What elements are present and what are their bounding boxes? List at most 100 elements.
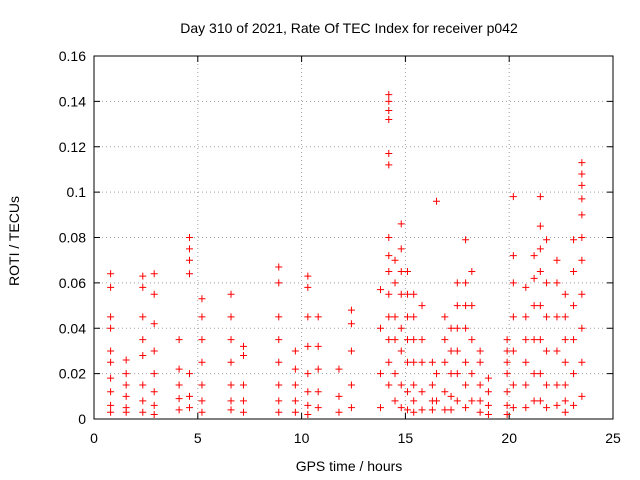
data-point bbox=[536, 336, 544, 344]
data-point bbox=[175, 336, 183, 344]
data-point bbox=[468, 336, 476, 344]
data-point bbox=[304, 283, 312, 291]
data-point bbox=[418, 358, 426, 366]
data-point bbox=[570, 401, 578, 409]
data-point bbox=[139, 313, 147, 321]
data-point bbox=[484, 401, 492, 409]
data-point bbox=[553, 401, 561, 409]
data-point bbox=[410, 313, 418, 321]
data-point bbox=[227, 406, 235, 414]
data-point bbox=[391, 313, 399, 321]
data-point bbox=[536, 268, 544, 276]
data-point bbox=[468, 397, 476, 405]
data-point bbox=[410, 358, 418, 366]
data-point bbox=[476, 358, 484, 366]
data-point bbox=[484, 410, 492, 418]
plot-frame bbox=[93, 55, 614, 420]
data-point bbox=[462, 324, 470, 332]
data-point bbox=[227, 313, 235, 321]
data-point bbox=[275, 263, 283, 271]
data-point bbox=[314, 388, 322, 396]
data-point bbox=[453, 279, 461, 287]
data-point bbox=[453, 397, 461, 405]
data-point bbox=[570, 370, 578, 378]
data-point bbox=[553, 381, 561, 389]
data-point bbox=[522, 358, 530, 366]
data-point bbox=[175, 365, 183, 373]
data-point bbox=[391, 279, 399, 287]
data-point bbox=[503, 410, 511, 418]
data-point bbox=[509, 193, 517, 201]
y-tick-label: 0.1 bbox=[67, 184, 87, 200]
y-axis-ticks: 0 0.02 0.04 0.06 0.08 0.1 0.12 0.14 0.16 bbox=[59, 48, 613, 427]
data-point bbox=[139, 397, 147, 405]
data-point bbox=[385, 313, 393, 321]
data-point bbox=[385, 268, 393, 276]
data-point bbox=[376, 370, 384, 378]
data-point bbox=[335, 408, 343, 416]
data-point bbox=[198, 313, 206, 321]
data-point bbox=[227, 397, 235, 405]
data-point bbox=[335, 392, 343, 400]
data-point bbox=[304, 313, 312, 321]
y-tick-label: 0.16 bbox=[59, 48, 86, 64]
grid-lines bbox=[94, 56, 613, 419]
data-point bbox=[410, 290, 418, 298]
data-point bbox=[139, 336, 147, 344]
data-point bbox=[441, 358, 449, 366]
data-point bbox=[122, 392, 130, 400]
x-tick-label: 20 bbox=[501, 430, 517, 446]
data-point bbox=[122, 370, 130, 378]
data-point bbox=[543, 313, 551, 321]
data-point bbox=[397, 245, 405, 253]
data-point bbox=[468, 302, 476, 310]
data-point bbox=[522, 381, 530, 389]
data-point bbox=[543, 279, 551, 287]
data-point bbox=[403, 290, 411, 298]
data-point bbox=[275, 279, 283, 287]
data-point bbox=[304, 401, 312, 409]
data-point bbox=[150, 401, 158, 409]
data-point bbox=[578, 324, 586, 332]
data-point bbox=[385, 358, 393, 366]
data-point bbox=[314, 365, 322, 373]
data-point bbox=[536, 302, 544, 310]
data-point bbox=[397, 381, 405, 389]
data-point bbox=[522, 313, 530, 321]
data-point bbox=[578, 392, 586, 400]
data-point bbox=[536, 222, 544, 230]
data-point bbox=[441, 313, 449, 321]
data-point bbox=[239, 381, 247, 389]
data-point bbox=[462, 279, 470, 287]
data-point bbox=[553, 313, 561, 321]
data-point bbox=[385, 290, 393, 298]
data-point bbox=[447, 406, 455, 414]
data-point bbox=[484, 388, 492, 396]
data-point bbox=[385, 336, 393, 344]
x-tick-label: 25 bbox=[605, 430, 621, 446]
data-point bbox=[304, 410, 312, 418]
data-point bbox=[447, 370, 455, 378]
data-point bbox=[150, 320, 158, 328]
data-point bbox=[291, 347, 299, 355]
data-point bbox=[441, 406, 449, 414]
chart-title: Day 310 of 2021, Rate Of TEC Index for r… bbox=[180, 20, 518, 36]
data-point bbox=[107, 283, 115, 291]
data-point bbox=[175, 381, 183, 389]
data-point bbox=[453, 347, 461, 355]
data-point bbox=[578, 290, 586, 298]
data-point bbox=[578, 211, 586, 219]
data-point bbox=[509, 252, 517, 260]
data-point bbox=[543, 236, 551, 244]
data-point bbox=[275, 397, 283, 405]
data-point bbox=[139, 381, 147, 389]
data-point bbox=[503, 401, 511, 409]
data-point bbox=[347, 381, 355, 389]
data-point bbox=[107, 388, 115, 396]
data-point bbox=[397, 220, 405, 228]
data-point bbox=[304, 342, 312, 350]
data-point bbox=[397, 268, 405, 276]
data-point bbox=[291, 365, 299, 373]
data-point bbox=[150, 270, 158, 278]
data-point bbox=[107, 324, 115, 332]
